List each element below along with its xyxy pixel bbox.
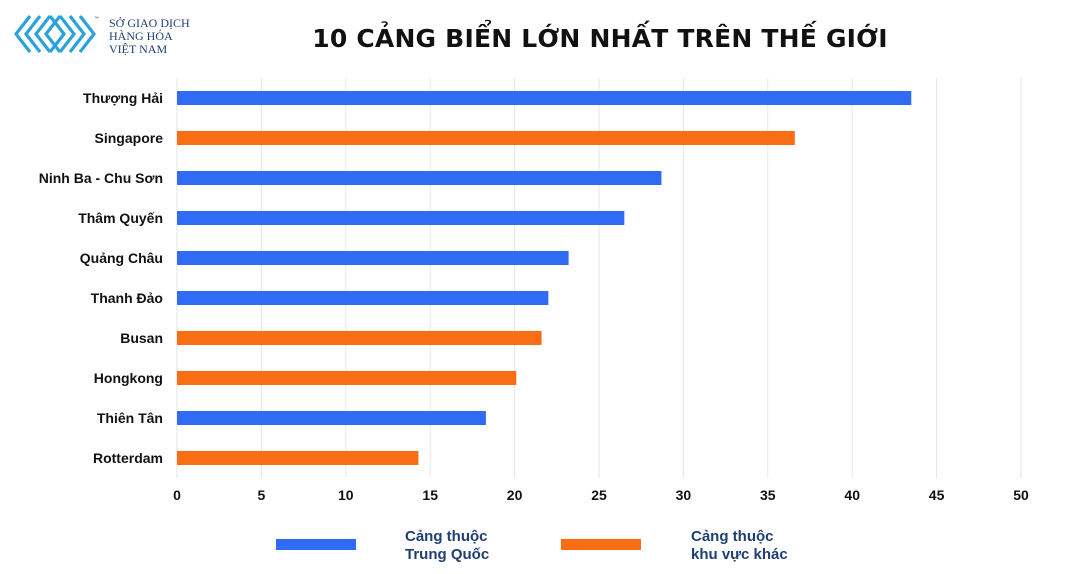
bar xyxy=(177,251,569,265)
legend-label-other-line-2: khu vực khác xyxy=(691,546,788,563)
category-label: Thiên Tân xyxy=(97,410,163,426)
x-tick-label: 30 xyxy=(676,487,692,503)
logo-text: SỞ GIAO DỊCH HÀNG HÓA VIỆT NAM xyxy=(109,17,190,56)
category-label: Hongkong xyxy=(94,370,163,386)
legend-label-other-line-1: Cảng thuộc xyxy=(691,528,774,545)
bar xyxy=(177,411,486,425)
x-tick-label: 25 xyxy=(591,487,607,503)
category-label: Thượng Hải xyxy=(83,90,163,106)
x-tick-label: 20 xyxy=(507,487,523,503)
x-tick-label: 35 xyxy=(760,487,776,503)
x-tick-label: 5 xyxy=(258,487,266,503)
category-label: Thanh Đảo xyxy=(91,290,163,306)
category-label: Rotterdam xyxy=(93,450,163,466)
category-label: Quảng Châu xyxy=(80,250,163,266)
chart-title: 10 CẢNG BIỂN LỚN NHẤT TRÊN THẾ GIỚI xyxy=(312,24,888,53)
legend-label-china-line-1: Cảng thuộc xyxy=(405,528,488,545)
legend-swatch-china xyxy=(276,539,356,550)
x-tick-label: 40 xyxy=(844,487,860,503)
legend-swatch-other xyxy=(561,539,641,550)
bar xyxy=(177,291,549,305)
category-label: Ninh Ba - Chu Sơn xyxy=(39,170,163,186)
legend-label-china: Cảng thuộc Trung Quốc xyxy=(405,528,489,564)
logo-line-1: SỞ GIAO DỊCH xyxy=(109,16,190,30)
bar xyxy=(177,171,662,185)
legend-label-china-line-2: Trung Quốc xyxy=(405,546,490,563)
x-tick-label: 45 xyxy=(929,487,945,503)
category-label: Busan xyxy=(120,330,163,346)
logo-line-2: HÀNG HÓA xyxy=(109,29,173,43)
logo: ™ SỞ GIAO DỊCH HÀNG HÓA VIỆT NAM xyxy=(14,14,204,60)
bar xyxy=(177,371,517,385)
category-label: Thâm Quyến xyxy=(78,210,163,226)
bar xyxy=(177,451,419,465)
x-tick-label: 15 xyxy=(422,487,438,503)
bar xyxy=(177,91,912,105)
x-tick-label: 10 xyxy=(338,487,354,503)
bar xyxy=(177,211,625,225)
category-label: Singapore xyxy=(95,130,164,146)
logo-trademark: ™ xyxy=(94,16,99,22)
logo-line-3: VIỆT NAM xyxy=(109,42,168,56)
logo-mark-icon xyxy=(14,15,96,53)
legend-label-other: Cảng thuộc khu vực khác xyxy=(691,528,788,564)
x-tick-label: 0 xyxy=(173,487,181,503)
bar xyxy=(177,131,795,145)
bar xyxy=(177,331,542,345)
x-tick-label: 50 xyxy=(1013,487,1029,503)
